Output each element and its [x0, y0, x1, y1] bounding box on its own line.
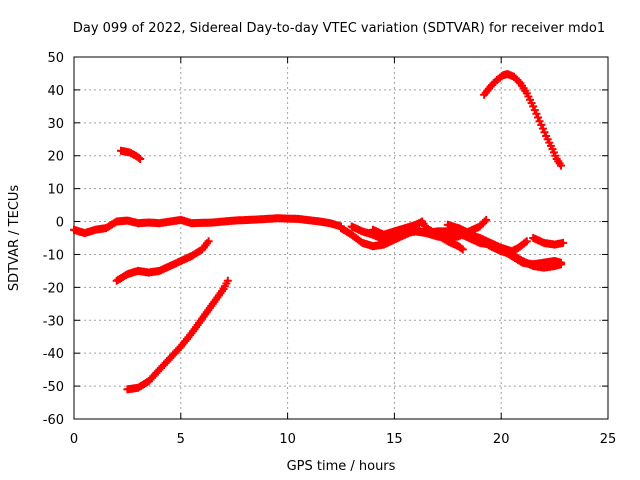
x-tick-label: 10 [279, 432, 296, 447]
data-point [557, 161, 565, 170]
data-point [559, 238, 568, 247]
y-tick-label: -40 [43, 347, 64, 362]
series-arc-late-right [529, 234, 568, 249]
data-point [538, 124, 547, 133]
series-marks [70, 70, 568, 394]
data-point [482, 215, 491, 224]
y-tick-label: -10 [43, 248, 64, 263]
series-arc-deep-ramp [123, 276, 232, 394]
data-point [204, 237, 213, 246]
data-point [457, 244, 466, 253]
series-arc-low-ramp [112, 237, 213, 285]
data-point [514, 77, 523, 86]
x-tick-label: 15 [386, 432, 403, 447]
y-tick-label: 30 [47, 117, 64, 132]
axis-ticks [73, 56, 609, 420]
series-arc-short-high [117, 146, 145, 163]
gridlines [74, 57, 608, 419]
y-tick-label: 10 [47, 183, 64, 198]
x-tick-label: 25 [600, 432, 617, 447]
series-arc-cluster-f [486, 240, 565, 269]
data-point [136, 155, 145, 163]
x-tick-label: 5 [177, 432, 185, 447]
series-arc-main-zero [70, 214, 345, 238]
y-tick-label: -20 [43, 281, 64, 296]
data-point [537, 120, 546, 129]
x-axis-label: GPS time / hours [287, 459, 396, 474]
x-tick-label: 20 [493, 432, 510, 447]
data-point [223, 276, 232, 285]
y-tick-label: 50 [47, 51, 64, 66]
y-tick-label: -50 [43, 380, 64, 395]
y-tick-label: 40 [47, 84, 64, 99]
data-point [534, 113, 542, 122]
x-tick-label: 0 [70, 432, 78, 447]
data-point [530, 106, 539, 115]
y-tick-label: 20 [47, 150, 64, 165]
data-point [134, 153, 143, 162]
data-point [532, 109, 541, 118]
plot-frame [73, 56, 609, 420]
data-point [521, 238, 530, 247]
y-axis-label: SDTVAR / TECUs [7, 185, 22, 292]
series-arc-cluster-c [369, 217, 467, 254]
series-arc-peak [480, 70, 565, 170]
x-tick-labels: 0 5 10 15 20 25 [70, 432, 616, 447]
data-point [557, 258, 565, 267]
chart-title: Day 099 of 2022, Sidereal Day-to-day VTE… [73, 21, 605, 36]
y-tick-label: -60 [43, 413, 64, 428]
data-point [458, 245, 467, 254]
data-point [540, 128, 549, 137]
data-point [522, 237, 531, 246]
data-point [529, 102, 538, 111]
y-tick-label: 0 [56, 216, 64, 231]
data-point [480, 217, 489, 226]
y-tick-labels: -60 -50 -40 -30 -20 -10 0 10 20 30 40 50 [43, 51, 64, 428]
y-tick-label: -30 [43, 314, 64, 329]
